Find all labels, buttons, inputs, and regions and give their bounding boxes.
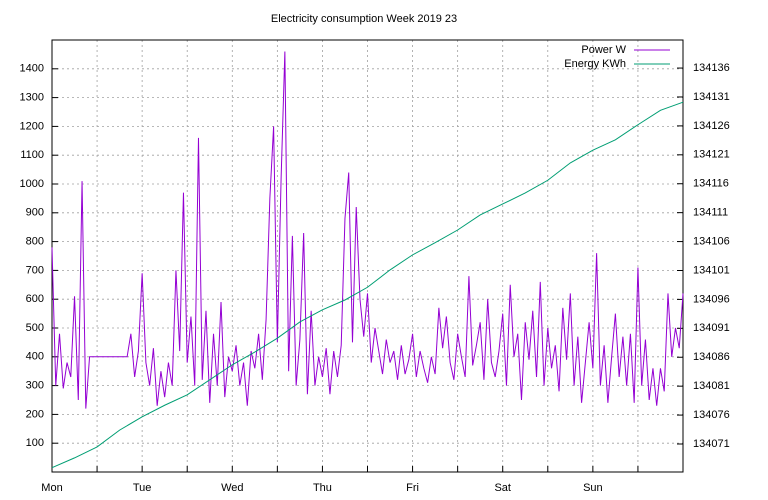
y2-tick-label: 134136 bbox=[693, 62, 730, 74]
x-tick-label: Thu bbox=[313, 482, 332, 494]
y2-tick-label: 134086 bbox=[693, 351, 730, 363]
x-tick-label: Mon bbox=[41, 482, 62, 494]
x-tick-label: Tue bbox=[133, 482, 152, 494]
y2-tick-label: 134081 bbox=[693, 380, 730, 392]
y-tick-label: 1400 bbox=[20, 63, 44, 75]
y2-tick-label: 134126 bbox=[693, 120, 730, 132]
x-tick-label: Sat bbox=[494, 482, 511, 494]
y2-tick-label: 134131 bbox=[693, 91, 730, 103]
y2-tick-label: 134121 bbox=[693, 149, 730, 161]
x-tick-label: Wed bbox=[221, 482, 243, 494]
legend-label: Energy KWh bbox=[564, 58, 626, 70]
y2-tick-label: 134101 bbox=[693, 264, 730, 276]
y-tick-label: 700 bbox=[26, 264, 44, 276]
y2-tick-label: 134116 bbox=[693, 178, 729, 190]
y-tick-label: 200 bbox=[26, 408, 44, 420]
y2-tick-label: 134071 bbox=[693, 438, 730, 450]
y-tick-label: 1000 bbox=[20, 178, 44, 190]
y-tick-label: 100 bbox=[26, 437, 44, 449]
series-line bbox=[51, 51, 684, 409]
y2-tick-label: 134076 bbox=[693, 409, 730, 421]
series-line bbox=[51, 101, 684, 469]
y-tick-label: 400 bbox=[26, 351, 44, 363]
y-tick-label: 600 bbox=[26, 293, 44, 305]
y-tick-label: 500 bbox=[26, 322, 44, 334]
chart-title: Electricity consumption Week 2019 23 bbox=[271, 13, 457, 25]
y2-tick-label: 134111 bbox=[693, 207, 728, 219]
y-tick-label: 900 bbox=[26, 207, 44, 219]
y-tick-label: 300 bbox=[26, 380, 44, 392]
x-tick-label: Fri bbox=[406, 482, 419, 494]
y-tick-label: 800 bbox=[26, 236, 44, 248]
y-tick-label: 1200 bbox=[20, 120, 44, 132]
x-tick-label: Sun bbox=[583, 482, 603, 494]
y2-tick-label: 134091 bbox=[693, 322, 730, 334]
legend-label: Power W bbox=[581, 44, 626, 56]
y2-tick-label: 134106 bbox=[693, 235, 730, 247]
y2-tick-label: 134096 bbox=[693, 293, 730, 305]
y-tick-label: 1300 bbox=[20, 92, 44, 104]
y-tick-label: 1100 bbox=[20, 149, 44, 161]
